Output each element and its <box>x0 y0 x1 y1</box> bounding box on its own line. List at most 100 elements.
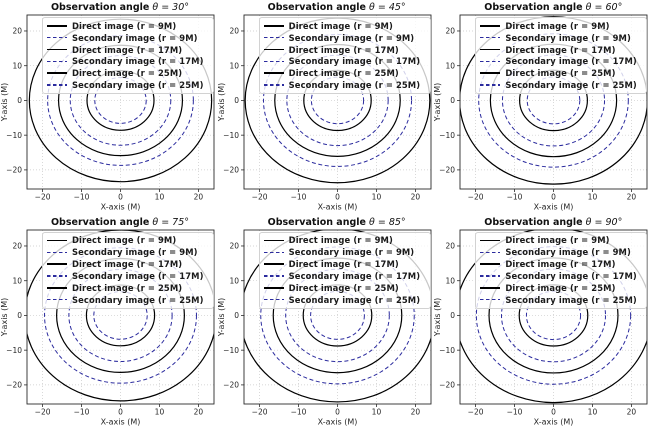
legend-item: Direct image (r = 9M) <box>480 235 642 247</box>
y-tick-label: 10 <box>229 276 239 285</box>
dashed-line-swatch <box>47 251 67 253</box>
legend-item: Direct image (r = 9M) <box>47 20 209 32</box>
dashed-line-swatch <box>47 84 67 86</box>
dashed-line-swatch <box>47 298 67 301</box>
plot-title-math: θ = 60° <box>585 2 623 13</box>
axis-x-label: X-axis (M) <box>317 417 357 426</box>
legend-item: Direct image (r = 25M) <box>47 67 209 79</box>
dashed-line-swatch <box>263 37 284 39</box>
legend-label: Direct image (r = 17M) <box>288 259 399 270</box>
dashed-line-swatch <box>263 60 284 63</box>
legend-label: Direct image (r = 25M) <box>288 68 399 79</box>
x-tick-label: 10 <box>155 193 165 202</box>
x-tick-label: 0 <box>551 193 556 202</box>
x-tick-label: 0 <box>118 407 123 416</box>
plot-title-text: Observation angle <box>484 2 583 13</box>
subplot-2: Observation angle θ = 45° −20 −10 0 10 20 −20… <box>217 0 434 215</box>
y-tick-label: 10 <box>446 61 456 70</box>
x-tick-label: 10 <box>371 193 381 202</box>
x-tick-label: 0 <box>335 407 340 416</box>
secondary-image-curve <box>69 55 172 146</box>
legend-label: Secondary image (r = 17M) <box>288 56 421 67</box>
y-tick-label: −10 <box>223 345 239 354</box>
secondary-image-curve <box>262 33 412 167</box>
plot-title-math: θ = 45° <box>369 2 406 13</box>
legend-label: Secondary image (r = 9M) <box>505 247 631 258</box>
dashed-line-swatch <box>47 37 67 39</box>
legend-item: Secondary image (r = 17M) <box>480 56 642 68</box>
x-tick-label: 0 <box>551 407 556 416</box>
x-tick-label: 20 <box>194 193 204 202</box>
plot-title: Observation angle θ = 75° <box>20 217 220 228</box>
plot-canvas: −20 −10 0 10 20 −20 −10 0 10 20 X-axis (M) Y-axis (… <box>433 229 648 426</box>
subplot-3: Observation angle θ = 60° −20 −10 0 10 20 −20… <box>433 0 650 215</box>
y-tick-label: −10 <box>223 131 239 140</box>
x-tick-label: −20 <box>35 193 51 202</box>
axis-x-label: X-axis (M) <box>101 203 141 212</box>
y-tick-label: −10 <box>6 345 22 354</box>
legend-label: Secondary image (r = 9M) <box>288 247 415 258</box>
legend: Direct image (r = 9M) Secondary image (r … <box>42 17 214 94</box>
solid-line-swatch <box>47 48 67 51</box>
legend-label: Secondary image (r = 17M) <box>72 56 204 67</box>
legend-label: Secondary image (r = 25M) <box>505 294 637 305</box>
x-tick-label: 10 <box>588 193 598 202</box>
legend-label: Direct image (r = 17M) <box>505 259 616 270</box>
legend-item: Direct image (r = 9M) <box>263 20 426 32</box>
x-tick-label: 10 <box>155 407 165 416</box>
legend-label: Secondary image (r = 25M) <box>288 80 421 91</box>
dashed-line-swatch <box>480 84 501 86</box>
legend-item: Secondary image (r = 9M) <box>263 32 426 44</box>
legend-label: Direct image (r = 9M) <box>505 235 610 246</box>
x-tick-label: −10 <box>507 193 523 202</box>
curves-group <box>460 229 648 403</box>
x-tick-label: −10 <box>74 407 90 416</box>
solid-line-swatch <box>480 263 501 265</box>
dashed-line-swatch <box>263 275 284 277</box>
legend-item: Direct image (r = 17M) <box>480 44 642 56</box>
subplot-5: Observation angle θ = 85° −20 −10 0 10 20 −20… <box>217 215 434 430</box>
dashed-line-swatch <box>263 251 284 253</box>
x-tick-label: 20 <box>627 407 637 416</box>
legend-item: Secondary image (r = 25M) <box>47 294 209 306</box>
solid-line-swatch <box>263 286 284 289</box>
y-tick-label: 20 <box>229 27 239 36</box>
plot-title-math: θ = 85° <box>369 216 406 228</box>
direct-image-curve <box>460 16 648 185</box>
plot-title-math: θ = 90° <box>585 216 623 228</box>
solid-line-swatch <box>47 25 67 27</box>
legend-item: Secondary image (r = 25M) <box>263 294 426 306</box>
y-tick-label: −20 <box>439 380 455 389</box>
solid-line-swatch <box>263 263 284 265</box>
y-tick-label: 20 <box>12 27 22 36</box>
legend-item: Secondary image (r = 9M) <box>47 246 209 258</box>
solid-line-swatch <box>480 286 501 289</box>
legend-item: Direct image (r = 25M) <box>480 67 642 79</box>
y-tick-label: −20 <box>6 380 22 389</box>
legend-label: Secondary image (r = 25M) <box>288 294 421 305</box>
dashed-line-swatch <box>480 37 501 39</box>
legend-label: Secondary image (r = 9M) <box>288 32 415 43</box>
solid-line-swatch <box>263 25 284 27</box>
secondary-image-curve <box>284 268 390 362</box>
legend-label: Secondary image (r = 17M) <box>288 270 421 281</box>
plot-title: Observation angle θ = 45° <box>237 2 437 13</box>
axis-y-label: Y-axis (M) <box>0 83 9 123</box>
dashed-line-swatch <box>480 298 501 301</box>
secondary-image-curve <box>93 290 148 340</box>
legend-item: Secondary image (r = 17M) <box>47 56 209 68</box>
dashed-line-swatch <box>47 60 67 63</box>
legend-label: Direct image (r = 9M) <box>505 20 610 31</box>
subplot-1: Observation angle θ = 30° −20 −10 0 10 20 −20… <box>0 0 217 215</box>
legend-label: Direct image (r = 17M) <box>505 44 616 55</box>
legend-label: Direct image (r = 9M) <box>72 235 177 246</box>
legend-label: Direct image (r = 9M) <box>288 235 393 246</box>
legend-label: Direct image (r = 25M) <box>72 68 183 79</box>
legend-item: Direct image (r = 17M) <box>263 44 426 56</box>
y-tick-label: 0 <box>17 311 22 320</box>
legend-label: Secondary image (r = 25M) <box>72 294 204 305</box>
legend-item: Secondary image (r = 17M) <box>47 270 209 282</box>
legend-item: Direct image (r = 25M) <box>47 282 209 294</box>
plot-canvas: −20 −10 0 10 20 −20 −10 0 10 20 X-axis (M) Y-axis (… <box>217 229 432 426</box>
